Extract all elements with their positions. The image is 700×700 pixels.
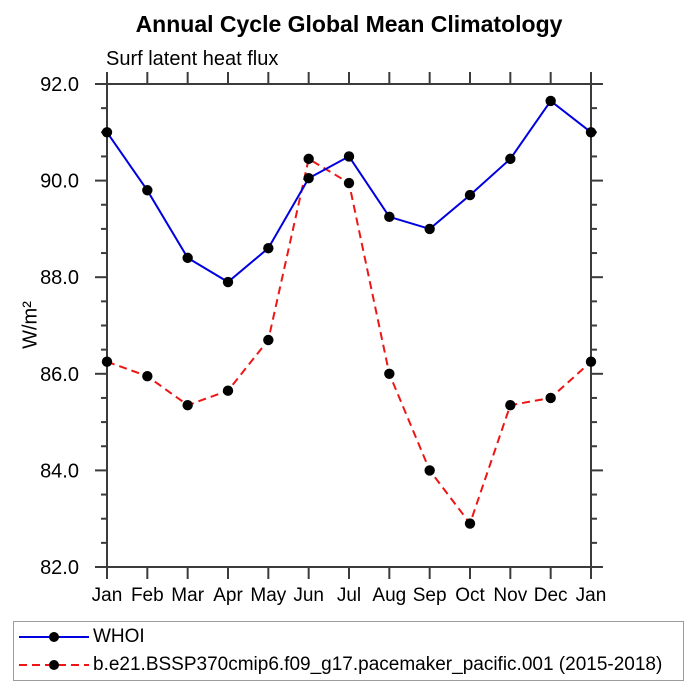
y-tick-label: 84.0 <box>40 460 79 482</box>
legend-item-model: b.e21.BSSP370cmip6.f09_g17.pacemaker_pac… <box>18 651 683 679</box>
legend-marker-dot <box>49 660 59 670</box>
data-point-marker <box>545 95 556 107</box>
legend-label-whoi: WHOI <box>93 626 145 647</box>
y-tick-labels: 82.0 84.0 86.0 88.0 90.0 92.0 <box>40 74 79 579</box>
legend-marker-dot <box>49 632 59 642</box>
y-tick-label: 88.0 <box>40 267 79 289</box>
x-tick-label: Aug <box>372 585 406 606</box>
legend-solid-line-sample <box>19 632 89 642</box>
series-line-dashed <box>106 157 592 526</box>
y-tick-label: 82.0 <box>40 557 79 579</box>
series-line-solid <box>106 99 592 284</box>
data-point-marker <box>424 465 435 476</box>
x-tick-label: Feb <box>131 585 164 606</box>
x-tick-label: Jul <box>337 585 361 606</box>
data-point-marker <box>182 252 193 264</box>
data-point-marker <box>505 399 516 411</box>
data-point-marker <box>585 127 597 138</box>
x-tick-label: Jan <box>92 585 123 606</box>
data-point-marker <box>263 334 274 346</box>
data-point-marker <box>142 371 153 382</box>
data-point-marker <box>464 189 476 201</box>
data-point-marker <box>464 518 476 529</box>
chart-subtitle: Surf latent heat flux <box>106 48 279 70</box>
y-tick-label: 90.0 <box>40 171 79 193</box>
x-tick-label: Sep <box>413 585 447 606</box>
data-point-marker <box>505 153 516 165</box>
data-point-marker <box>303 153 314 165</box>
data-point-marker <box>142 185 153 196</box>
x-tick-label: Jun <box>293 585 324 606</box>
data-point-marker <box>585 356 597 367</box>
x-tick-label: Mar <box>171 585 204 606</box>
y-tick-label: 92.0 <box>40 74 79 96</box>
legend: WHOI b.e21.BSSP370cmip6.f09_g17.pacemake… <box>13 621 684 681</box>
legend-item-whoi: WHOI <box>18 623 683 651</box>
data-point-marker <box>263 243 274 254</box>
data-point-marker <box>384 211 395 223</box>
data-point-marker <box>545 392 556 404</box>
x-tick-label: Nov <box>493 585 527 606</box>
data-point-marker <box>101 356 113 367</box>
chart-title: Annual Cycle Global Mean Climatology <box>135 11 563 37</box>
x-tick-label: Jan <box>576 585 607 606</box>
series-markers <box>101 95 597 288</box>
legend-label-model: b.e21.BSSP370cmip6.f09_g17.pacemaker_pac… <box>93 654 663 675</box>
series-markers <box>101 153 597 529</box>
x-tick-label: Dec <box>534 585 568 606</box>
x-tick-label: Oct <box>455 585 485 606</box>
y-axis-ticks <box>95 83 603 568</box>
data-point-marker <box>303 172 314 184</box>
y-tick-label: 86.0 <box>40 364 79 386</box>
x-tick-labels: Jan Feb Mar Apr May Jun Jul Aug Sep Oct Nov Dec Jan <box>92 585 607 606</box>
x-tick-label: Apr <box>213 585 243 606</box>
x-tick-label: May <box>250 585 286 606</box>
data-point-marker <box>182 399 193 411</box>
data-point-marker <box>222 276 234 288</box>
data-point-marker <box>343 151 355 162</box>
data-point-marker <box>343 177 355 189</box>
data-point-marker <box>101 127 113 138</box>
data-point-marker <box>222 385 234 396</box>
legend-dashed-line-sample <box>19 660 89 670</box>
data-point-marker <box>384 368 395 379</box>
x-axis-ticks <box>106 72 592 579</box>
data-point-marker <box>424 223 435 235</box>
